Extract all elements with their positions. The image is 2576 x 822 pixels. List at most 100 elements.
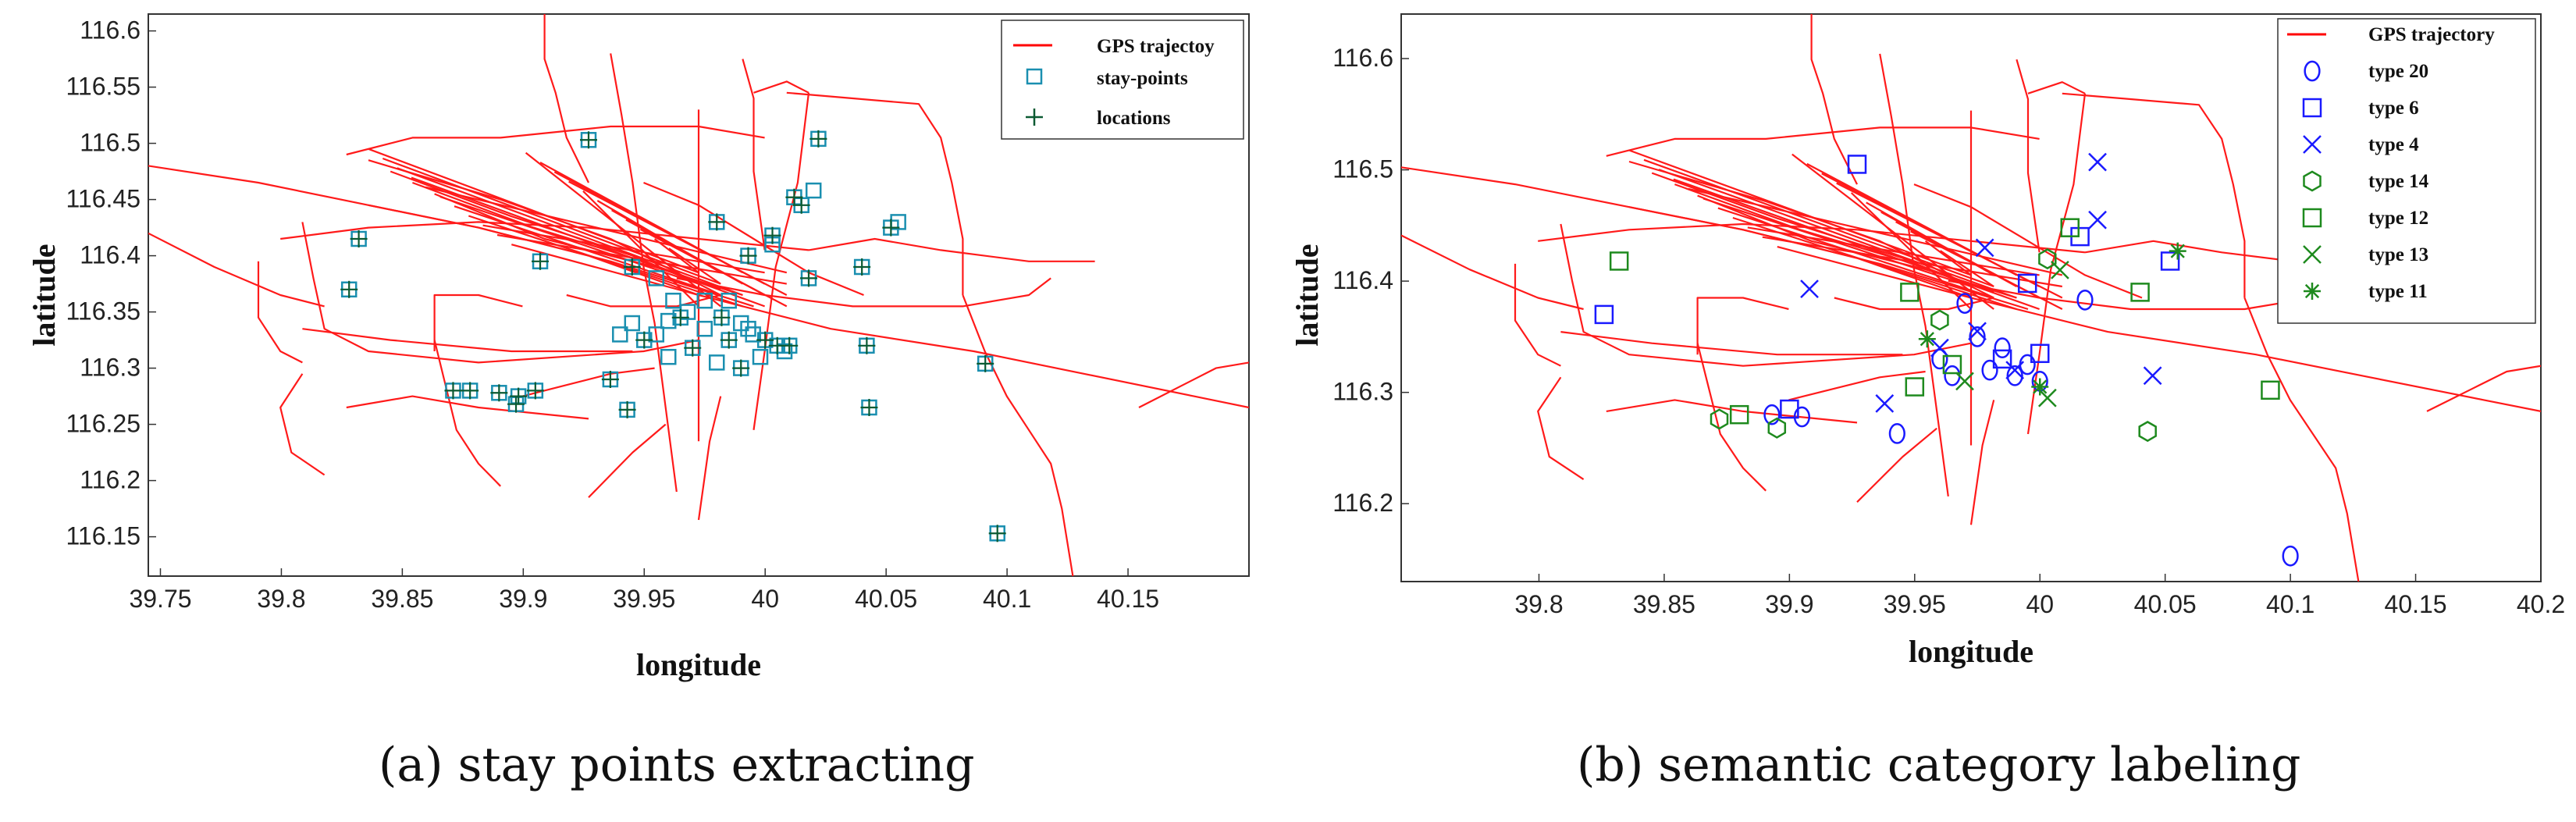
trajectory-segment bbox=[582, 190, 699, 308]
type-14-marker bbox=[1930, 309, 1949, 331]
stay-point-marker bbox=[624, 315, 641, 332]
type-11-marker bbox=[2169, 242, 2186, 260]
location-marker bbox=[809, 130, 827, 148]
y-tick-label: 116.2 bbox=[1332, 489, 1393, 517]
x-tick-label: 40.05 bbox=[855, 585, 917, 613]
trajectory-segment bbox=[1606, 399, 1858, 424]
y-tick-label: 116.5 bbox=[80, 129, 141, 157]
trajectory-segment bbox=[433, 294, 523, 351]
trajectory-segment bbox=[496, 233, 787, 285]
legend-label-b: type 13 bbox=[2368, 244, 2428, 265]
type-20-marker bbox=[1931, 348, 1948, 370]
legend-plus-icon-a bbox=[1026, 109, 1043, 126]
stay-point-marker bbox=[752, 348, 769, 365]
type-14-marker bbox=[1767, 417, 1787, 439]
legend-type-6-icon bbox=[2302, 98, 2322, 118]
y-tick-label: 116.6 bbox=[1332, 44, 1393, 72]
y-tick-label: 116.5 bbox=[1332, 155, 1393, 183]
type-6-marker bbox=[2017, 273, 2037, 294]
legend-type-11-icon bbox=[2304, 283, 2321, 300]
location-marker bbox=[461, 382, 479, 400]
location-marker bbox=[340, 280, 358, 298]
trajectory-segment bbox=[588, 423, 667, 498]
type-6-marker bbox=[2030, 343, 2050, 364]
trajectory-segment bbox=[301, 222, 699, 364]
x-tick-label: 40.2 bbox=[2517, 590, 2565, 618]
trajectory-segment bbox=[511, 244, 699, 297]
legend-staypoints-label-a: stay-points bbox=[1097, 68, 1188, 89]
legend-square-icon-a bbox=[1026, 68, 1043, 85]
legend-label-b: type 6 bbox=[2368, 98, 2419, 119]
stay-point-marker bbox=[665, 292, 681, 309]
trajectory-segment bbox=[1138, 361, 1249, 408]
trajectory-segment bbox=[1910, 230, 2063, 310]
location-marker bbox=[756, 331, 774, 349]
location-marker bbox=[507, 395, 525, 413]
ticks-a: 39.75 39.8 39.85 39.9 39.95 40 40.05 40.1 40.15 1… bbox=[66, 16, 1160, 613]
trajectory-segment bbox=[397, 167, 743, 297]
type-4-marker bbox=[1800, 279, 1819, 298]
markers-b bbox=[1594, 152, 2299, 567]
legend-label-b: type 4 bbox=[2368, 134, 2419, 155]
y-tick-label: 116.35 bbox=[66, 297, 141, 326]
stay-point-marker bbox=[660, 312, 677, 329]
trajectory-segment bbox=[697, 396, 722, 521]
trajectory-segment bbox=[279, 373, 326, 476]
trajectory-segment bbox=[1856, 427, 1937, 503]
location-marker bbox=[988, 525, 1006, 543]
trajectory-segment bbox=[653, 238, 699, 274]
trajectory-segment bbox=[482, 224, 765, 274]
type-20-marker bbox=[2006, 365, 2023, 386]
type-11-marker bbox=[2031, 378, 2049, 396]
legend-a: GPS trajectoy stay-points locations bbox=[1001, 20, 1244, 140]
type-4-marker bbox=[1875, 394, 1895, 413]
trajectory-segment bbox=[1788, 370, 1926, 401]
location-marker bbox=[882, 219, 900, 237]
trajectory-segment bbox=[522, 367, 655, 397]
location-marker bbox=[792, 196, 810, 214]
stay-point-marker bbox=[696, 292, 713, 309]
trajectory-segment bbox=[676, 277, 1051, 308]
trajectory-segment bbox=[1762, 236, 2062, 288]
location-marker bbox=[444, 382, 462, 400]
trajectory-segment bbox=[433, 340, 501, 487]
trajectory-segment bbox=[1696, 343, 1767, 492]
type-4-marker bbox=[1975, 238, 1994, 258]
legend-type-13-icon bbox=[2303, 245, 2322, 264]
location-marker bbox=[739, 247, 757, 265]
type-6-marker bbox=[1992, 349, 2012, 369]
type-14-marker bbox=[2038, 248, 2057, 270]
type-20-marker bbox=[1956, 293, 1973, 314]
trajectory-segment bbox=[1560, 331, 1903, 356]
trajectory-segment bbox=[1969, 400, 1995, 525]
trajectory-segment bbox=[568, 180, 788, 296]
caption-a: (a) stay points extracting bbox=[379, 738, 975, 792]
trajectory-segment bbox=[1537, 376, 1585, 481]
type-4-marker bbox=[2143, 366, 2162, 386]
type-12-marker bbox=[1609, 251, 1629, 271]
y-tick-label: 116.55 bbox=[66, 73, 141, 101]
x-tick-label: 40 bbox=[751, 585, 779, 613]
trajectory-segment bbox=[425, 186, 788, 274]
x-tick-label: 39.95 bbox=[613, 585, 675, 613]
x-tick-label: 40.1 bbox=[2266, 590, 2314, 618]
x-tick-label: 39.8 bbox=[257, 585, 305, 613]
trajectory-segment bbox=[1688, 187, 2063, 276]
type-4-marker bbox=[1968, 322, 1987, 341]
location-marker bbox=[732, 359, 750, 377]
trajectory-segment bbox=[411, 176, 765, 308]
trajectory-segment bbox=[962, 294, 1074, 576]
trajectory-segment bbox=[786, 91, 964, 295]
markers-a bbox=[340, 130, 1006, 543]
trajectory-segment bbox=[1850, 192, 1972, 310]
trajectory-segment bbox=[1836, 182, 2063, 299]
type-14-marker bbox=[1710, 408, 1729, 430]
location-marker bbox=[618, 400, 636, 418]
stay-point-marker bbox=[696, 320, 713, 337]
location-marker bbox=[708, 213, 726, 231]
location-marker bbox=[800, 269, 817, 287]
gps-trajectory-b bbox=[1401, 14, 2541, 582]
legend-gps-label-a: GPS trajectoy bbox=[1097, 36, 1215, 57]
trajectory-segment bbox=[566, 294, 721, 308]
